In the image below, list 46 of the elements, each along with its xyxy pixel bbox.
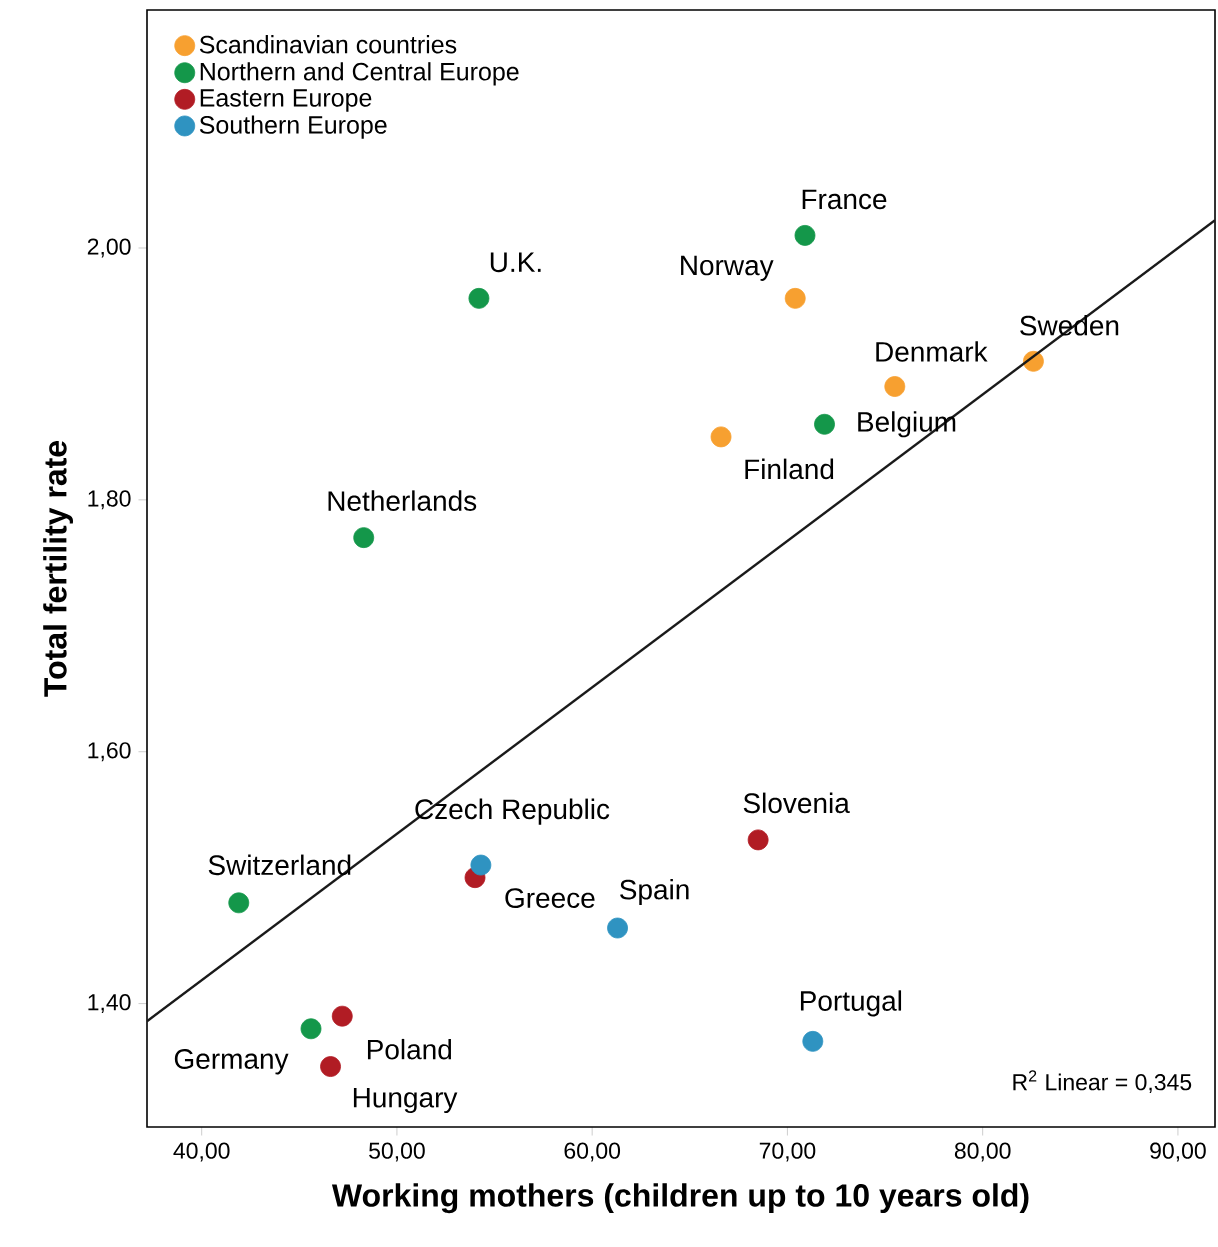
x-tick-label: 50,00	[369, 1142, 425, 1162]
point	[784, 287, 806, 309]
annotation: Finland	[745, 458, 834, 480]
point	[607, 917, 628, 939]
annotation: Spain	[620, 878, 689, 906]
y-tick-label: 2,00	[87, 238, 131, 258]
point	[353, 527, 375, 549]
annotation: Netherlands	[328, 490, 477, 511]
annotation: U.K.	[490, 252, 541, 273]
point	[468, 287, 490, 309]
annotation: Germany	[174, 1049, 289, 1075]
point	[794, 224, 816, 246]
legend-label: Eastern Europe	[200, 89, 372, 112]
y-tick-label: 1,60	[88, 742, 131, 762]
legend-label: Scandinavian countries	[199, 35, 457, 54]
annotation: Greece	[505, 888, 595, 908]
point	[331, 1005, 353, 1027]
point	[710, 426, 732, 448]
annotation: Norway	[681, 255, 774, 281]
point	[320, 1056, 341, 1077]
point	[747, 829, 769, 851]
point	[884, 376, 906, 397]
x-tick-label: 70,00	[759, 1142, 816, 1162]
point	[814, 413, 835, 435]
x-tick-label: 60,00	[564, 1142, 621, 1162]
point	[802, 1030, 824, 1052]
x-tick-label: 40,00	[173, 1142, 230, 1162]
annotation: Denmark	[876, 341, 988, 362]
point	[470, 854, 492, 876]
annotation: Slovenia	[743, 792, 850, 814]
y-tick-label: 1,80	[88, 490, 131, 510]
annotation: Switzerland	[208, 854, 351, 876]
annotation: Poland	[367, 1038, 452, 1060]
y-tick-label: 1,40	[88, 994, 131, 1014]
legend-label: Southern Europe	[199, 115, 387, 139]
y-axis-title: Total fertility rate	[43, 440, 74, 697]
point	[300, 1018, 322, 1040]
x-tick-label: 90,00	[1150, 1142, 1206, 1162]
x-axis-title: Working mothers (children up to 10 years old)	[331, 1183, 1029, 1214]
annotation: R$^{2}$ Linear = 0,345	[1013, 1070, 1192, 1094]
legend-label: Northern and Central Europe	[200, 62, 519, 86]
annotation: Portugal	[800, 990, 902, 1017]
annotation: Hungary	[353, 1088, 458, 1114]
x-tick-label: 80,00	[954, 1142, 1011, 1162]
annotation: France	[802, 189, 887, 210]
point	[228, 892, 250, 914]
